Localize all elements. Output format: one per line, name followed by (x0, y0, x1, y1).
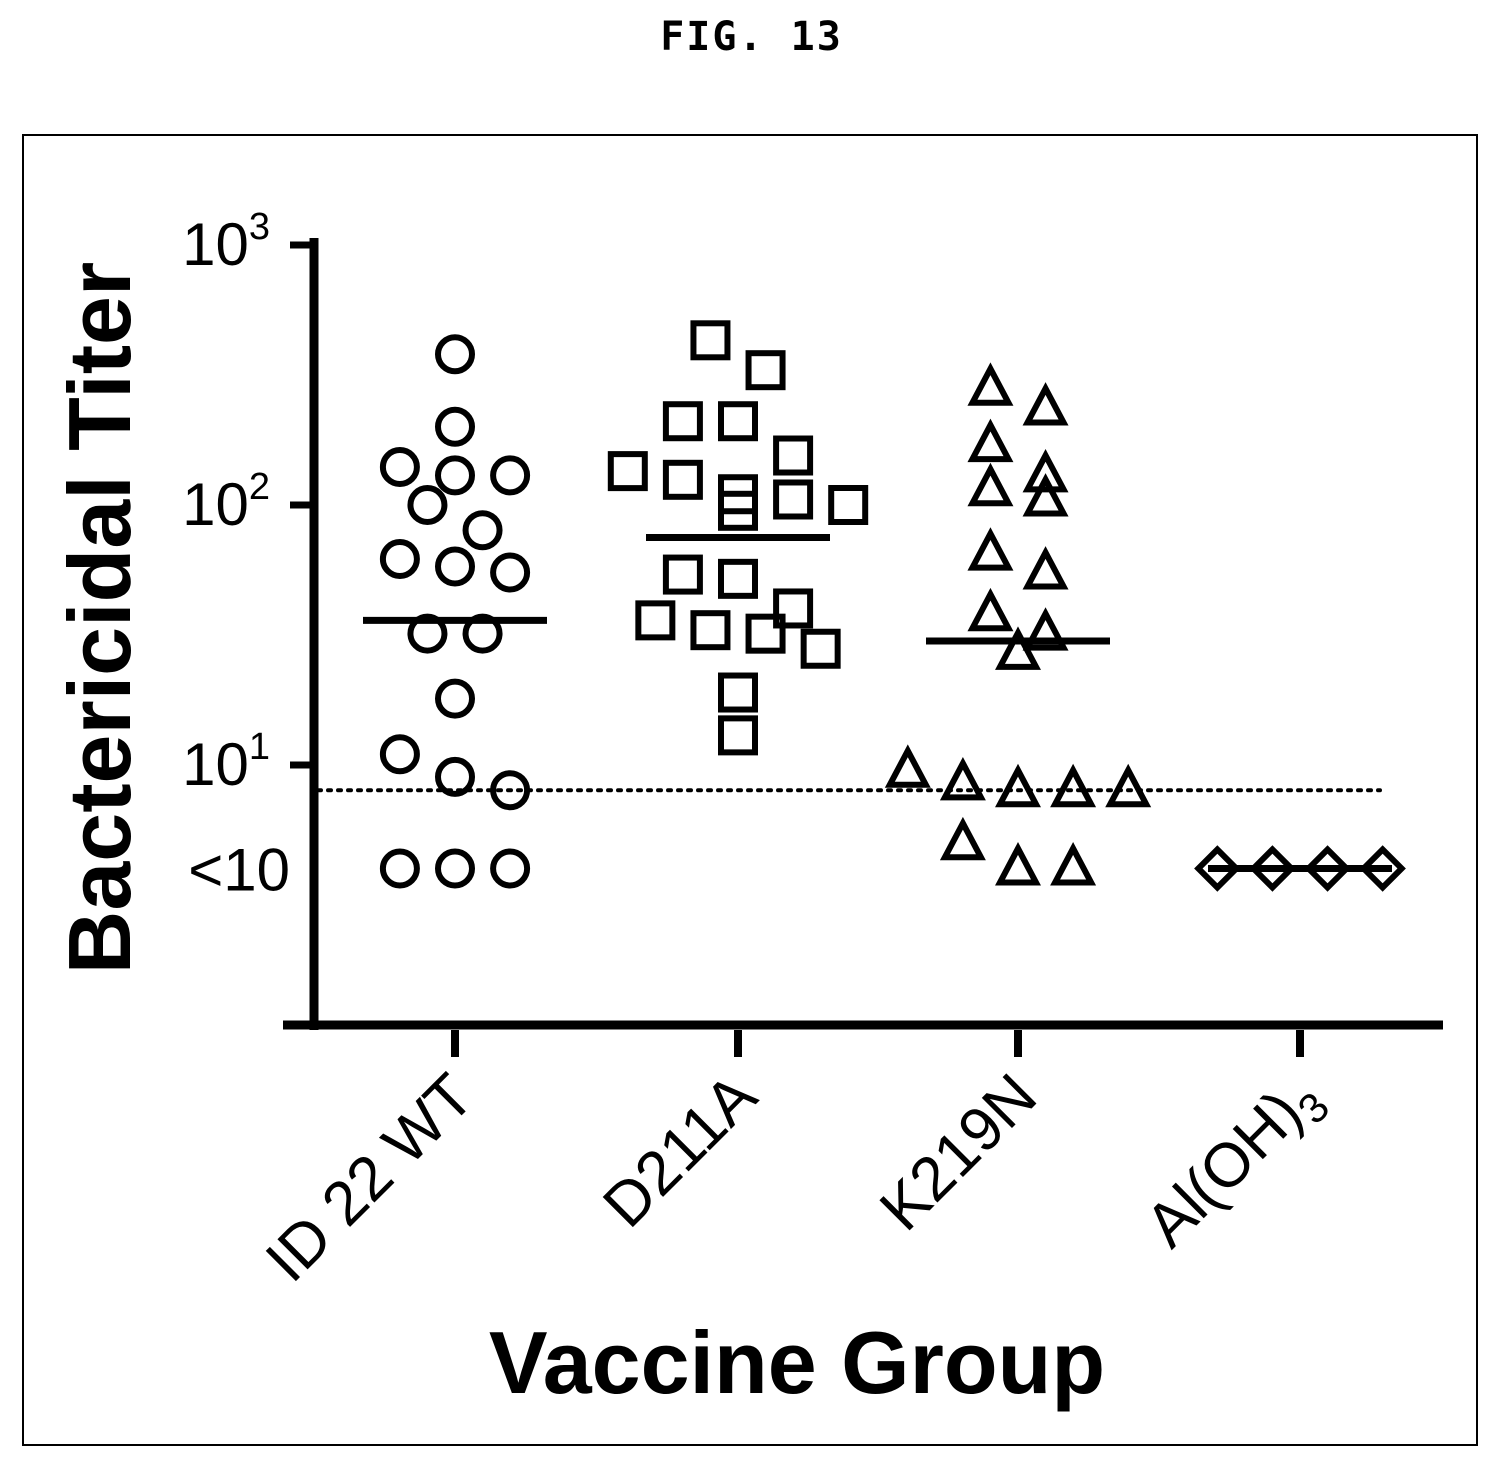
x-tick-label: ID 22 WT (253, 1061, 487, 1295)
data-point-triangle (967, 462, 1014, 507)
data-point-diamond (1249, 845, 1296, 892)
data-point-square (662, 554, 703, 595)
data-point-circle (490, 770, 531, 811)
data-point-triangle (1022, 607, 1069, 651)
data-point-triangle (995, 626, 1041, 670)
data-point-circle (379, 734, 420, 775)
data-point-triangle (967, 418, 1014, 463)
data-point-square (800, 628, 841, 669)
data-point-square (745, 613, 786, 654)
data-point-circle (379, 848, 420, 889)
figure-label: FIG. 13 (660, 14, 843, 60)
data-point-square (773, 435, 814, 476)
data-point-circle (462, 613, 503, 654)
y-axis-label: Bactericidal Titer (50, 262, 149, 974)
x-tick-label: D211A (590, 1061, 770, 1241)
data-point-triangle (1050, 763, 1097, 808)
data-point-triangle (967, 587, 1014, 632)
data-point-triangle (1022, 546, 1069, 590)
y-ticks: 103 102 101 <10 (182, 206, 314, 903)
data-point-diamond (1194, 845, 1241, 892)
data-point-triangle (1105, 763, 1152, 808)
data-point-square (773, 588, 814, 629)
data-point-square (745, 350, 786, 391)
data-point-square (718, 490, 758, 531)
data-point-circle (379, 538, 420, 579)
data-point-circle (490, 455, 531, 496)
data-point-diamond (1304, 845, 1351, 892)
y-tick-label: 103 (182, 206, 270, 278)
data-point-triangle (995, 763, 1041, 808)
y-tick-label: 102 (182, 466, 270, 538)
data-point-triangle (1022, 448, 1069, 493)
x-axis-label: Vaccine Group (489, 1313, 1105, 1412)
data-point-circle (435, 334, 475, 375)
data-point-square (718, 401, 758, 442)
data-point-triangle (1050, 842, 1097, 886)
data-point-triangle (884, 744, 931, 788)
data-point-circle (435, 455, 475, 496)
data-point-circle (490, 552, 531, 593)
data-point-square (662, 459, 703, 500)
y-tick-label: 101 (182, 726, 270, 798)
x-ticks: ID 22 WT D211A K219N Al(OH)3 (253, 1030, 1338, 1295)
data-point-triangle (939, 756, 986, 801)
data-point-circle (490, 848, 531, 889)
data-point-triangle (995, 842, 1041, 886)
data-point-triangle (967, 527, 1014, 571)
data-point-circle (407, 485, 448, 525)
data-point-diamond (1359, 845, 1406, 892)
axes (283, 238, 1443, 1030)
data-point-triangle (967, 362, 1014, 406)
data-point-square (828, 485, 869, 525)
data-point-triangle (1022, 473, 1069, 517)
data-point-square (718, 715, 758, 756)
data-point-square (773, 479, 814, 520)
data-point-square (690, 320, 731, 361)
data-point-square (690, 610, 731, 651)
data-point-circle (435, 756, 475, 797)
chart-frame (22, 134, 1478, 1446)
x-tick-label: K219N (867, 1061, 1050, 1244)
data-point-triangle (1022, 382, 1069, 426)
data-point-square (718, 558, 758, 599)
data-point-circle (435, 848, 475, 889)
data-point-circle (379, 447, 420, 488)
data-point-circle (435, 406, 475, 447)
x-tick-label: Al(OH)3 (1133, 1061, 1339, 1267)
data-point-circle (407, 613, 448, 654)
median-lines (363, 533, 1392, 872)
data-point-circle (462, 510, 503, 551)
data-point-square (635, 600, 676, 641)
data-point-square (607, 451, 648, 492)
data-points (379, 320, 1406, 892)
data-point-square (718, 672, 758, 713)
data-point-square (662, 401, 703, 442)
data-point-circle (435, 546, 475, 587)
data-point-circle (435, 678, 475, 719)
y-tick-label: <10 (188, 836, 290, 903)
data-point-triangle (939, 816, 986, 861)
